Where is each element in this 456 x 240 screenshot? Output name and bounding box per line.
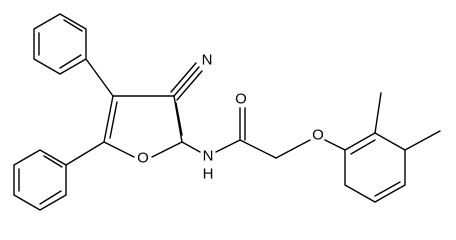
atom-label: O	[137, 150, 149, 167]
atom-label: N	[203, 148, 214, 165]
bonds	[13, 13, 441, 211]
atom-labels: N O N H O O	[137, 52, 324, 183]
atom-label: O	[235, 91, 247, 108]
molecule-diagram: N O N H O O	[13, 13, 441, 211]
atom-label: N	[202, 52, 213, 69]
atom-label: O	[312, 127, 324, 144]
atom-label: H	[203, 166, 214, 183]
